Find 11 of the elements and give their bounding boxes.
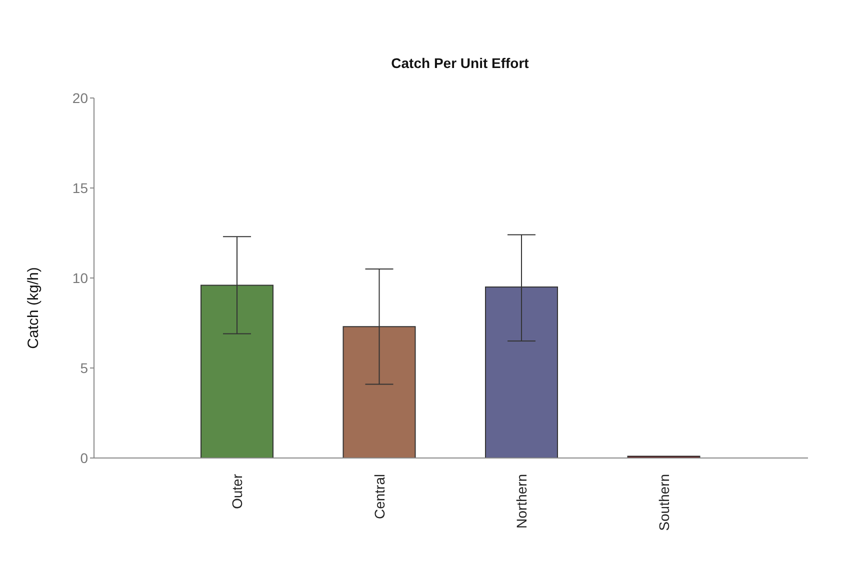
y-axis-title: Catch (kg/h) bbox=[25, 267, 42, 349]
y-tick-label: 0 bbox=[80, 450, 88, 466]
x-tick-label: Central bbox=[371, 474, 388, 520]
y-tick-label: 15 bbox=[72, 180, 88, 196]
chart-title: Catch Per Unit Effort bbox=[391, 55, 530, 71]
y-tick-label: 5 bbox=[80, 360, 88, 376]
x-tick-label: Outer bbox=[229, 474, 246, 510]
y-tick-label: 20 bbox=[72, 90, 88, 106]
x-tick-label: Northern bbox=[514, 474, 530, 528]
x-tick-label: Southern bbox=[656, 474, 672, 531]
y-tick-label: 10 bbox=[72, 270, 88, 286]
